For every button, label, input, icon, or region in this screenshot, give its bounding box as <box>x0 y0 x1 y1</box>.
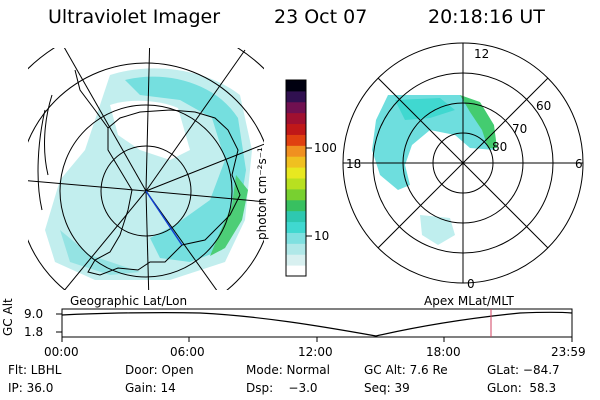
time-tick-1800: 18:00 <box>426 345 461 359</box>
status-gain: Gain: 14 <box>125 381 176 395</box>
colorbar-tick-100: 100 <box>314 141 337 155</box>
colorbar-band <box>286 167 306 179</box>
colorbar-band <box>286 123 306 135</box>
time-tick-2359: 23:59 <box>551 345 586 359</box>
colorbar-tick-10: 10 <box>314 229 330 243</box>
colorbar-band <box>286 112 306 125</box>
status-glat: GLat: −84.7 <box>487 363 560 377</box>
status-door: Door: Open <box>125 363 194 377</box>
status-ip: IP: 36.0 <box>8 381 54 395</box>
time-tick-0600: 06:00 <box>170 345 205 359</box>
status-mode: Mode: Normal <box>246 363 330 377</box>
colorbar-band <box>286 145 306 157</box>
status-seq: Seq: 39 <box>364 381 410 395</box>
status-glon: GLon: 58.3 <box>487 381 557 395</box>
header-time: 20:18:16 UT <box>428 6 545 28</box>
lat-grid-left <box>28 48 264 290</box>
header-date: 23 Oct 07 <box>274 6 368 28</box>
colorbar-band <box>286 199 306 212</box>
mlt-label-12: 12 <box>474 47 490 61</box>
colorbar-band <box>286 210 306 223</box>
colorbar-unit-label: photon cm⁻²s⁻¹ <box>255 147 269 240</box>
coastline <box>87 109 241 276</box>
colorbar-band <box>286 232 306 244</box>
colorbar-band <box>286 134 306 146</box>
mlat-label-70: 70 <box>512 122 528 136</box>
colorbar-band <box>286 221 306 233</box>
time-tick-0000: 00:00 <box>44 345 79 359</box>
mlt-label-6: 6 <box>575 157 583 171</box>
mlat-grid <box>342 42 584 284</box>
altitude-axis-label: GC Alt <box>1 298 15 336</box>
status-filter: Flt: LBHL <box>8 363 62 377</box>
mlt-label-0: 0 <box>467 277 475 291</box>
colorbar-band <box>286 80 306 92</box>
colorbar-band <box>286 156 306 168</box>
aurora-image-left <box>45 68 252 280</box>
left-map-caption: Geographic Lat/Lon <box>70 294 188 308</box>
altitude-tick-9: 9.0 <box>24 307 44 321</box>
colorbar <box>286 80 306 277</box>
lon-grid-left <box>28 48 264 290</box>
colorbar-band <box>286 90 306 103</box>
aurora-image-right <box>372 95 497 245</box>
altitude-plot-frame <box>61 308 573 338</box>
instrument-title: Ultraviolet Imager <box>48 6 221 28</box>
mlt-label-18: 18 <box>346 157 362 171</box>
colorbar-band <box>286 178 306 190</box>
altitude-tick-1: 1.8 <box>24 325 44 339</box>
colorbar-band <box>286 243 306 255</box>
altitude-curve <box>61 311 573 337</box>
colorbar-band <box>286 265 306 277</box>
colorbar-band <box>286 254 306 266</box>
status-dsp: Dsp: −3.0 <box>246 381 318 395</box>
colorbar-band <box>286 188 306 201</box>
right-map-caption: Apex MLat/MLT <box>424 294 514 308</box>
mlat-label-60: 60 <box>536 99 552 113</box>
time-tick-1200: 12:00 <box>298 345 333 359</box>
mlat-label-80: 80 <box>492 140 508 154</box>
status-gc-alt: GC Alt: 7.6 Re <box>364 363 448 377</box>
colorbar-band <box>286 101 306 114</box>
